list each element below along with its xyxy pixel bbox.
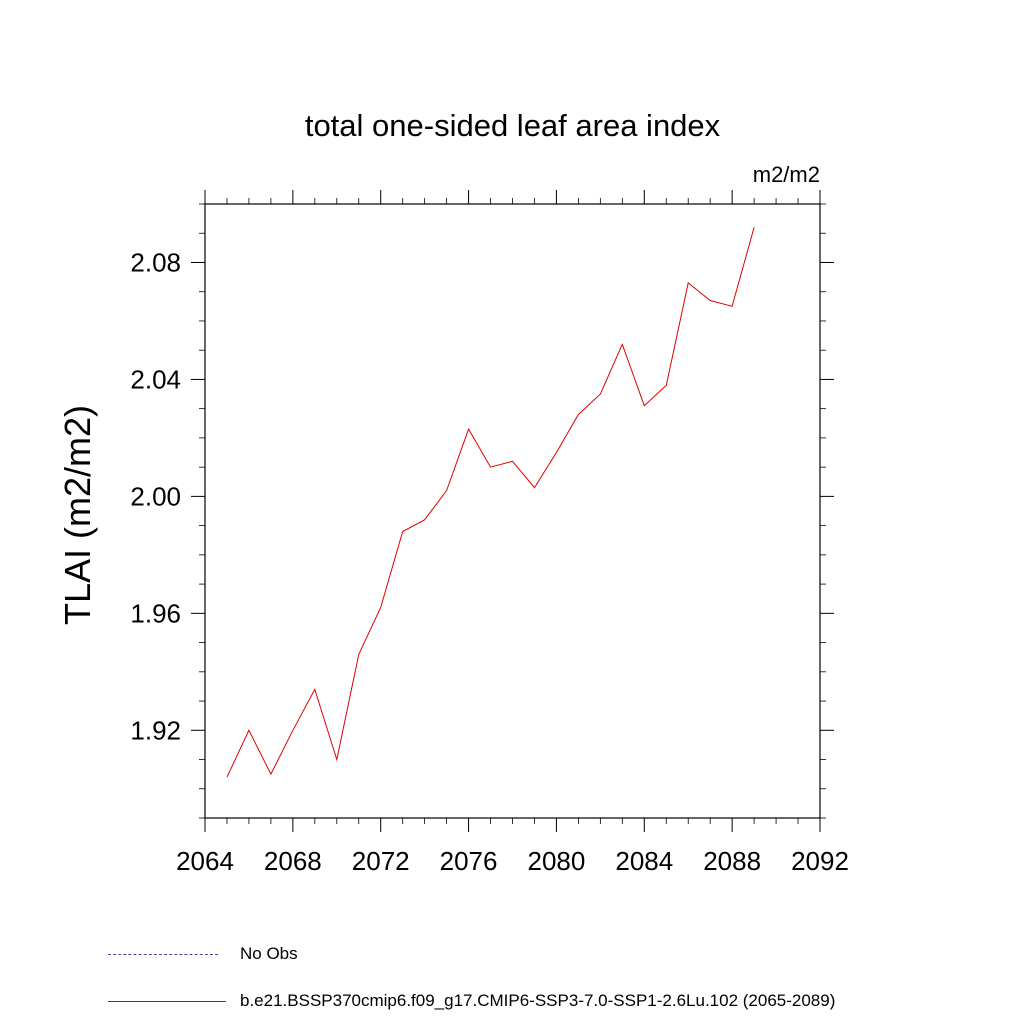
x-tick-label: 2072 bbox=[352, 846, 410, 876]
y-tick-label: 2.04 bbox=[130, 364, 181, 394]
chart-title: total one-sided leaf area index bbox=[304, 108, 721, 143]
legend-label-model: b.e21.BSSP370cmip6.f09_g17.CMIP6-SSP3-7.… bbox=[240, 991, 836, 1010]
x-tick-label: 2068 bbox=[264, 846, 322, 876]
x-tick-label: 2092 bbox=[791, 846, 849, 876]
y-tick-label: 1.92 bbox=[130, 715, 181, 745]
units-label: m2/m2 bbox=[752, 162, 820, 187]
legend-dashed-line-sample bbox=[108, 954, 218, 955]
y-axis-label: TLAI (m2/m2) bbox=[57, 404, 98, 626]
x-tick-label: 2084 bbox=[615, 846, 673, 876]
y-tick-label: 1.96 bbox=[130, 598, 181, 628]
legend-solid-line-sample bbox=[108, 1001, 226, 1002]
x-tick-label: 2080 bbox=[528, 846, 586, 876]
series-line bbox=[226, 227, 755, 778]
x-tick-label: 2088 bbox=[703, 846, 761, 876]
y-tick-label: 2.00 bbox=[130, 481, 181, 511]
legend-label-obs: No Obs bbox=[240, 944, 298, 963]
plot-frame bbox=[204, 203, 821, 819]
x-tick-label: 2064 bbox=[176, 846, 234, 876]
x-tick-label: 2076 bbox=[440, 846, 498, 876]
y-tick-label: 2.08 bbox=[130, 247, 181, 277]
